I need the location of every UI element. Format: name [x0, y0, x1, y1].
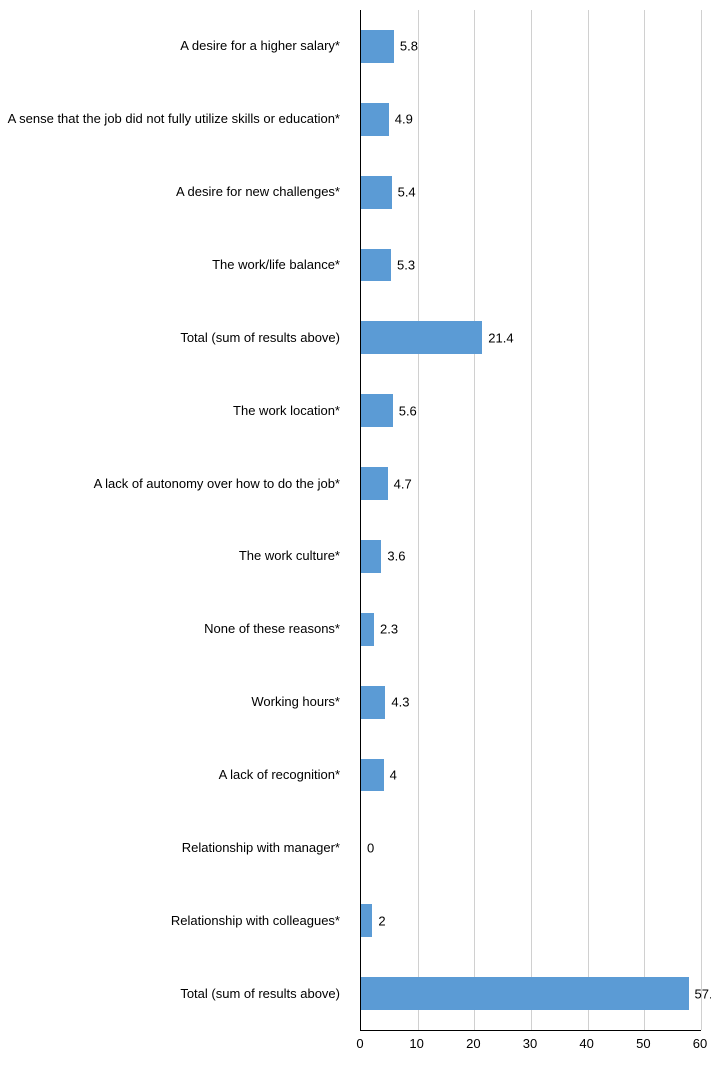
bar: [361, 321, 482, 354]
x-tick-label: 60: [693, 1036, 707, 1051]
gridline: [701, 10, 702, 1030]
x-tick-label: 30: [523, 1036, 537, 1051]
value-label: 4: [390, 768, 397, 783]
value-label: 3.6: [387, 549, 405, 564]
bar: [361, 540, 381, 573]
x-tick-label: 40: [579, 1036, 593, 1051]
category-label: The work/life balance*: [0, 257, 340, 273]
bar: [361, 467, 388, 500]
category-label: The work culture*: [0, 548, 340, 564]
category-label: A sense that the job did not fully utili…: [0, 111, 340, 127]
category-label: A lack of recognition*: [0, 767, 340, 783]
bar: [361, 103, 389, 136]
value-label: 4.9: [395, 112, 413, 127]
value-label: 2: [378, 913, 385, 928]
value-label: 57.8: [695, 986, 711, 1001]
x-tick-label: 20: [466, 1036, 480, 1051]
value-label: 4.7: [394, 476, 412, 491]
value-label: 5.8: [400, 39, 418, 54]
x-tick-label: 50: [636, 1036, 650, 1051]
value-label: 21.4: [488, 330, 513, 345]
category-label: None of these reasons*: [0, 621, 340, 637]
x-tick-label: 0: [356, 1036, 363, 1051]
bar: [361, 904, 372, 937]
value-label: 5.3: [397, 258, 415, 273]
category-label: Relationship with manager*: [0, 840, 340, 856]
category-label: Total (sum of results above): [0, 330, 340, 346]
x-tick-label: 10: [409, 1036, 423, 1051]
gridline: [588, 10, 589, 1030]
bar: [361, 977, 689, 1010]
bar: [361, 613, 374, 646]
category-label: The work location*: [0, 403, 340, 419]
category-label: A desire for a higher salary*: [0, 38, 340, 54]
value-label: 4.3: [391, 695, 409, 710]
category-label: Working hours*: [0, 694, 340, 710]
value-label: 5.4: [398, 185, 416, 200]
bar: [361, 394, 393, 427]
gridline: [474, 10, 475, 1030]
value-label: 2.3: [380, 622, 398, 637]
bar: [361, 176, 392, 209]
bar: [361, 249, 391, 282]
value-label: 5.6: [399, 403, 417, 418]
plot-area: 5.84.95.45.321.45.64.73.62.34.340257.8: [360, 10, 701, 1031]
gridline: [644, 10, 645, 1030]
category-label: A desire for new challenges*: [0, 184, 340, 200]
bar-chart: 5.84.95.45.321.45.64.73.62.34.340257.8 0…: [0, 0, 711, 1085]
value-label: 0: [367, 840, 374, 855]
category-label: Total (sum of results above): [0, 986, 340, 1002]
category-label: Relationship with colleagues*: [0, 913, 340, 929]
gridline: [418, 10, 419, 1030]
gridline: [531, 10, 532, 1030]
bar: [361, 759, 384, 792]
bar: [361, 30, 394, 63]
category-label: A lack of autonomy over how to do the jo…: [0, 476, 340, 492]
bar: [361, 686, 385, 719]
